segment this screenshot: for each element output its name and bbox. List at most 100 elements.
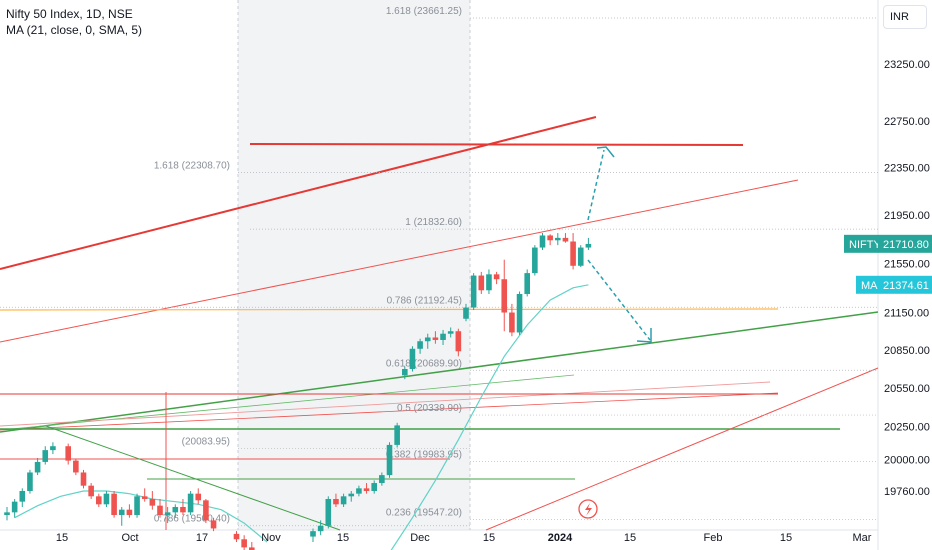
candle-body xyxy=(379,475,385,484)
candle-body xyxy=(11,501,18,513)
trendline-pink-1 xyxy=(0,381,771,427)
candle-body xyxy=(501,279,508,313)
price-tick-label: 20850.00 xyxy=(884,345,930,357)
time-tick-label: 15 xyxy=(337,532,349,544)
candle-body xyxy=(585,243,592,248)
price-axis-bg xyxy=(878,0,932,550)
candle-body xyxy=(34,461,41,473)
candle-body xyxy=(394,425,400,445)
time-tick-label: Feb xyxy=(704,532,723,544)
candle-body xyxy=(50,446,56,451)
candle-body xyxy=(547,235,553,241)
chart-legend: Nifty 50 Index, 1D, NSE MA (21, close, 0… xyxy=(6,6,142,38)
price-tick-label: 23250.00 xyxy=(884,59,930,71)
arrow-head-down-icon xyxy=(636,328,652,343)
candle-body xyxy=(73,460,79,473)
candle-body xyxy=(203,500,209,521)
candle-body xyxy=(126,509,133,516)
candle-body xyxy=(310,531,316,537)
candle-body xyxy=(180,506,186,513)
candle-body xyxy=(80,472,87,486)
candle-body xyxy=(118,509,125,516)
candle-body xyxy=(141,496,148,499)
candle-body xyxy=(455,331,462,352)
candle-body xyxy=(249,547,255,550)
candle-body xyxy=(386,444,393,476)
candle-body xyxy=(539,235,546,248)
candle-body xyxy=(88,485,94,497)
price-tick-label: 22350.00 xyxy=(884,163,930,175)
candle-body xyxy=(486,274,492,291)
candle-body xyxy=(463,307,469,319)
price_badge-value-badge xyxy=(878,234,932,253)
trendline-pink-2 xyxy=(0,392,779,431)
time-tick-label: 15 xyxy=(624,532,636,544)
time-tick-label: Nov xyxy=(261,532,281,544)
candle-body xyxy=(363,488,370,491)
price_badge-symbol-label: NIFTY xyxy=(849,239,881,251)
time-tick-label: 15 xyxy=(483,532,495,544)
price-tick-label: 21550.00 xyxy=(884,258,930,270)
candle-body xyxy=(577,247,584,266)
candle-body xyxy=(195,493,202,501)
price-tick-label: 19760.00 xyxy=(884,486,930,498)
trendline-green-down xyxy=(45,425,341,531)
candle-body xyxy=(27,472,33,491)
candle-body xyxy=(210,520,217,529)
selection-shade xyxy=(238,0,470,530)
ma-line-segment-2 xyxy=(390,284,589,550)
candle-body xyxy=(134,496,140,516)
candle-body xyxy=(317,525,324,532)
candle-body xyxy=(478,275,485,291)
candle-body xyxy=(164,512,171,516)
candle-body xyxy=(4,512,10,516)
time-tick-label: 15 xyxy=(780,532,792,544)
trendline-lower-red xyxy=(485,367,879,531)
price-tick-label: 21150.00 xyxy=(884,308,929,320)
candle-body xyxy=(516,293,523,333)
candle-body xyxy=(532,247,538,274)
candle-body xyxy=(111,493,117,516)
candle-body xyxy=(555,237,561,241)
fib-level-label: 0.382 (19983.95) xyxy=(386,449,462,460)
candle-body xyxy=(233,533,240,540)
fib-orange-line xyxy=(0,308,779,311)
ma-line-segment-1 xyxy=(14,490,268,543)
trendline-green-support xyxy=(0,311,879,433)
time-tick-label: 17 xyxy=(196,532,208,544)
candle-body xyxy=(172,506,179,513)
ma_badge-symbol-badge xyxy=(856,275,878,294)
fib-level-label: 0.786 (19500.40) xyxy=(154,514,230,525)
projection-arrow-down xyxy=(587,259,651,341)
candle-body xyxy=(570,241,576,266)
price-tick-label: 21950.00 xyxy=(884,210,930,222)
lightning-icon xyxy=(585,503,592,516)
resistance-line xyxy=(249,143,744,146)
time-tick-label: Dec xyxy=(410,532,430,544)
symbol-title[interactable]: Nifty 50 Index, 1D, NSE xyxy=(6,7,133,21)
candle-body xyxy=(340,496,347,505)
ma_badge-value-label: 21374.61 xyxy=(883,280,929,292)
candle-body xyxy=(470,275,477,308)
candle-body xyxy=(509,312,515,333)
candle-body xyxy=(241,539,247,548)
candle-body xyxy=(432,337,439,340)
price_badge-value-label: 21710.80 xyxy=(883,239,929,251)
trendline-upper-thin xyxy=(0,179,799,343)
price-tick-label: 20250.00 xyxy=(884,422,930,434)
indicator-title[interactable]: MA (21, close, 0, SMA, 5) xyxy=(6,23,143,37)
candle-body xyxy=(149,498,156,506)
candle-body xyxy=(42,450,49,462)
candle-body xyxy=(417,341,423,349)
fib-level-label: 0.618 (20689.90) xyxy=(386,358,462,369)
fib-level-label: 1 (21832.60) xyxy=(405,217,462,228)
candle-body xyxy=(440,333,446,340)
currency-button[interactable]: INR xyxy=(883,5,927,29)
time-tick-label: Oct xyxy=(121,532,138,544)
candle-body xyxy=(333,498,339,505)
ma_badge-symbol-label: MA xyxy=(861,280,878,292)
candle-body xyxy=(371,483,377,491)
candle-body xyxy=(409,348,416,369)
fib-level-label: 1.618 (22308.70) xyxy=(154,161,230,172)
